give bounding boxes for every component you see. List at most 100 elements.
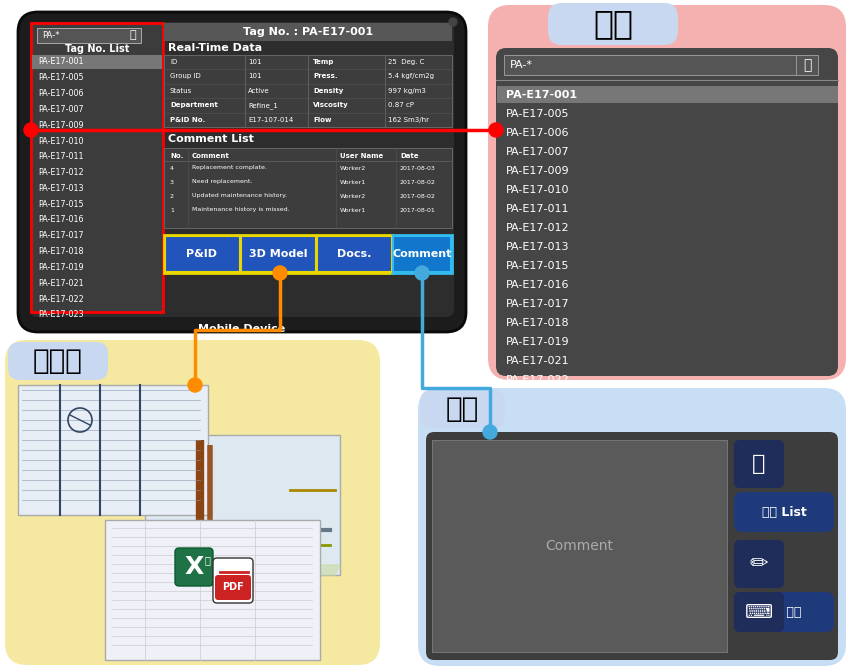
Text: Worker2: Worker2 [339, 166, 366, 170]
Text: Worker1: Worker1 [339, 207, 366, 213]
Text: PA-E17-021: PA-E17-021 [506, 356, 569, 366]
Bar [164, 148, 451, 228]
Bar [165, 236, 240, 272]
Text: Refine_1: Refine_1 [247, 102, 277, 109]
Text: PA-E17-005: PA-E17-005 [506, 109, 569, 119]
Circle shape [415, 266, 428, 280]
Bar [164, 55, 451, 127]
FancyBboxPatch shape [548, 3, 677, 45]
Text: PA-E17-019: PA-E17-019 [506, 337, 569, 347]
Text: PA-E17-001: PA-E17-001 [506, 90, 577, 100]
Bar [392, 235, 451, 273]
Text: 나: 나 [204, 555, 210, 565]
Text: ⌕: ⌕ [130, 30, 136, 40]
Bar [241, 236, 316, 272]
Text: PA-E17-007: PA-E17-007 [506, 147, 569, 157]
Text: Density: Density [313, 88, 343, 94]
Text: 검색: 검색 [592, 7, 632, 40]
Text: PA-E17-015: PA-E17-015 [38, 200, 84, 209]
Text: PA-E17-006: PA-E17-006 [506, 128, 569, 138]
Bar [105, 520, 320, 660]
Circle shape [449, 18, 456, 26]
Text: PA-E17-012: PA-E17-012 [38, 168, 84, 177]
Text: 2017-08-01: 2017-08-01 [399, 207, 435, 213]
Text: PA-E17-013: PA-E17-013 [38, 184, 84, 193]
FancyBboxPatch shape [733, 540, 783, 588]
FancyBboxPatch shape [733, 492, 833, 532]
Text: PA-E17-011: PA-E17-011 [38, 152, 84, 161]
Text: ID: ID [170, 59, 177, 65]
FancyBboxPatch shape [175, 548, 212, 586]
Text: ⌨: ⌨ [744, 603, 772, 621]
Text: PA-E17-005: PA-E17-005 [38, 73, 84, 83]
Text: Tag No. List: Tag No. List [65, 44, 129, 54]
FancyBboxPatch shape [417, 388, 845, 666]
FancyBboxPatch shape [215, 575, 251, 600]
Text: Status: Status [170, 88, 192, 94]
Circle shape [489, 123, 502, 137]
Text: 1: 1 [170, 207, 174, 213]
Text: 📷: 📷 [751, 454, 765, 474]
Text: 25  Deg. C: 25 Deg. C [387, 59, 424, 65]
Text: PA-E17-022: PA-E17-022 [506, 375, 569, 385]
Circle shape [188, 378, 202, 392]
Text: PA-E17-017: PA-E17-017 [506, 299, 569, 309]
FancyBboxPatch shape [5, 340, 380, 665]
Text: 2017-08-02: 2017-08-02 [399, 193, 435, 199]
Bar [32, 55, 162, 69]
Text: PA-E17-011: PA-E17-011 [506, 204, 569, 214]
Text: PA-E17-007: PA-E17-007 [38, 105, 84, 114]
Text: PA-E17-016: PA-E17-016 [506, 280, 569, 290]
Text: User Name: User Name [339, 153, 383, 159]
Bar [37, 28, 141, 43]
Bar [392, 236, 450, 272]
Text: Worker1: Worker1 [339, 180, 366, 185]
Bar [795, 55, 817, 75]
Text: Department: Department [170, 102, 218, 108]
Text: PA-E17-001: PA-E17-001 [38, 58, 84, 66]
Text: 주석 추가: 주석 추가 [766, 605, 800, 619]
Text: Mobile Device: Mobile Device [198, 324, 285, 334]
Text: PA-E17-012: PA-E17-012 [506, 223, 569, 233]
Text: Comment: Comment [544, 539, 612, 553]
Text: Replacement complate.: Replacement complate. [192, 166, 267, 170]
FancyBboxPatch shape [733, 592, 783, 632]
FancyBboxPatch shape [487, 5, 845, 380]
Circle shape [24, 123, 38, 137]
Bar [316, 236, 392, 272]
Text: ⌕: ⌕ [802, 58, 810, 72]
FancyBboxPatch shape [733, 440, 783, 488]
Text: X: X [184, 555, 203, 579]
FancyBboxPatch shape [18, 12, 466, 332]
Text: Tag No. : PA-E17-001: Tag No. : PA-E17-001 [242, 27, 373, 37]
Text: PA-*: PA-* [509, 60, 532, 70]
Bar [31, 23, 163, 312]
Text: 0.87 cP: 0.87 cP [387, 102, 414, 108]
Text: Worker2: Worker2 [339, 193, 366, 199]
Text: 3: 3 [170, 180, 174, 185]
Bar [18, 385, 208, 515]
Text: PA-*: PA-* [42, 31, 60, 40]
Bar [496, 86, 837, 103]
Text: PA-E17-017: PA-E17-017 [38, 231, 84, 240]
FancyBboxPatch shape [426, 432, 837, 660]
Text: PA-E17-013: PA-E17-013 [506, 242, 569, 252]
Bar [164, 23, 451, 41]
Text: PA-E17-010: PA-E17-010 [38, 136, 84, 146]
Text: PDF: PDF [222, 582, 244, 592]
Text: 997 kg/m3: 997 kg/m3 [387, 88, 426, 94]
Bar [503, 55, 803, 75]
Text: Comment: Comment [392, 249, 451, 259]
Polygon shape [150, 565, 339, 575]
Text: Comment: Comment [192, 153, 229, 159]
Text: Comment List: Comment List [168, 134, 253, 144]
Text: 2: 2 [170, 193, 174, 199]
Text: Docs.: Docs. [336, 249, 371, 259]
Bar [164, 235, 392, 273]
Text: E17-107-014: E17-107-014 [247, 117, 293, 123]
FancyBboxPatch shape [420, 390, 504, 428]
FancyBboxPatch shape [212, 558, 252, 603]
Text: Need replacement.: Need replacement. [192, 180, 252, 185]
Text: Press.: Press. [313, 73, 337, 79]
FancyBboxPatch shape [733, 592, 833, 632]
